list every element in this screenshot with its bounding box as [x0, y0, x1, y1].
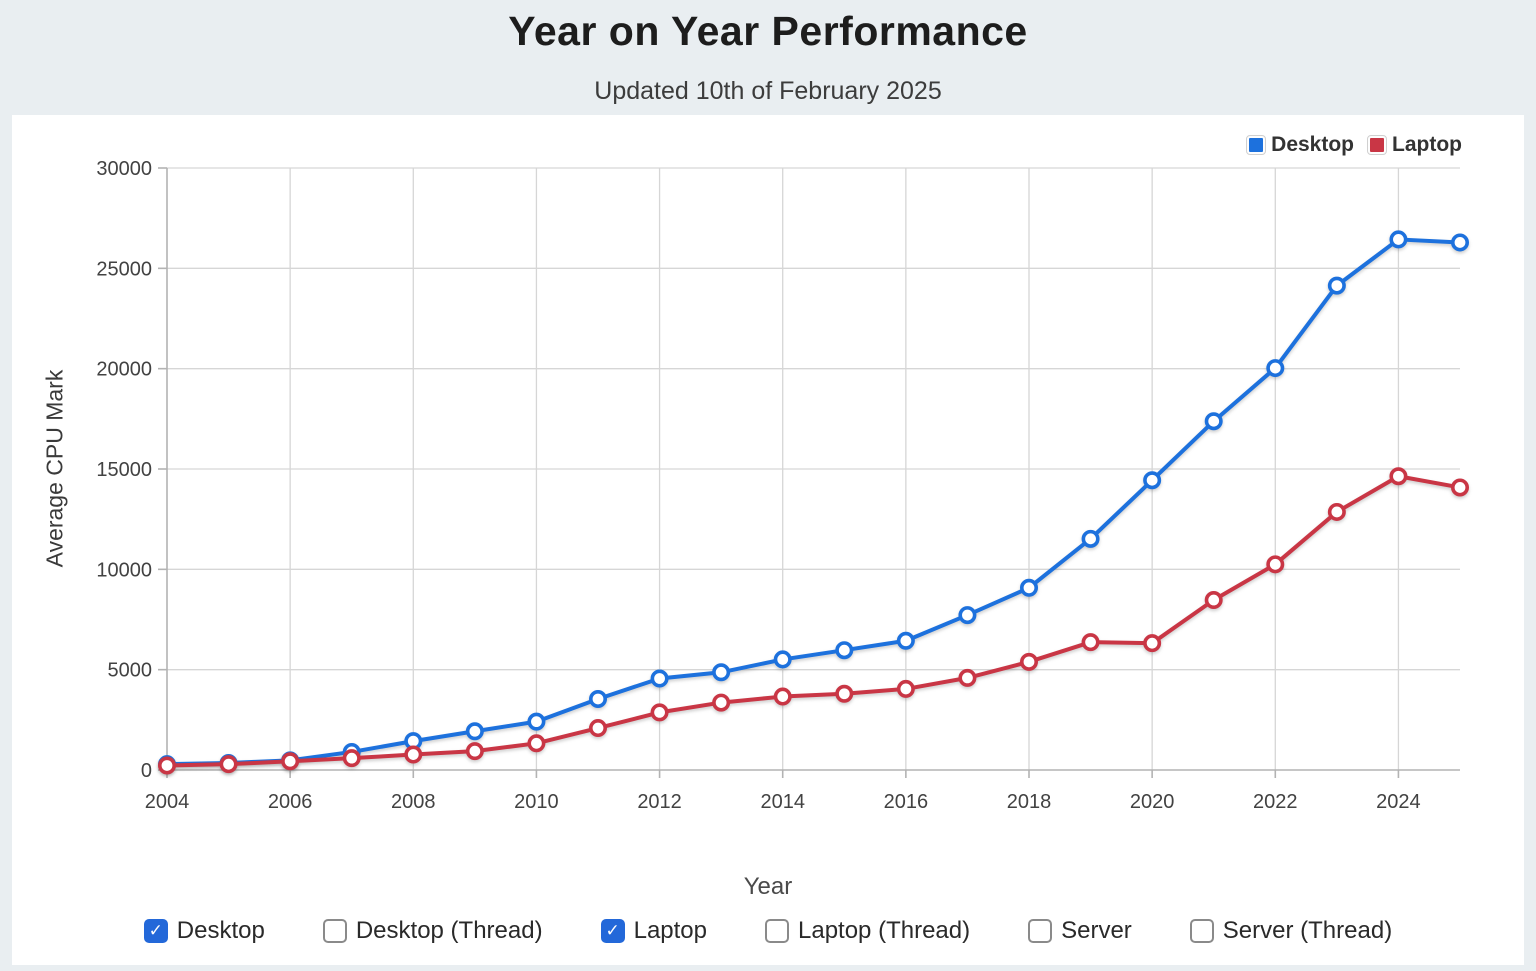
checkbox-item-server-thread[interactable]: ✓ Server (Thread) — [1189, 917, 1393, 945]
laptop-point — [158, 756, 177, 775]
desktop-series — [158, 230, 1470, 774]
laptop-point — [1019, 652, 1038, 671]
laptop-point — [342, 749, 361, 768]
laptop-series — [158, 467, 1470, 775]
desktop-point — [527, 712, 546, 731]
legend-label: Laptop — [1392, 133, 1462, 156]
desktop-point — [1204, 412, 1223, 431]
page-subtitle: Updated 10th of February 2025 — [594, 77, 942, 105]
checkbox-label: Desktop — [176, 917, 265, 944]
laptop-point — [588, 719, 607, 738]
laptop-point — [1081, 633, 1100, 652]
laptop-point — [958, 668, 977, 687]
laptop-point — [1451, 478, 1470, 497]
checkbox-item-desktop[interactable]: ✓ Desktop — [143, 917, 265, 945]
x-tick-label: 2020 — [1130, 791, 1175, 813]
laptop-point — [1266, 555, 1285, 574]
y-tick-label: 15000 — [96, 459, 152, 481]
desktop-point — [1451, 233, 1470, 252]
desktop-point — [835, 641, 854, 660]
series-checkbox-row: ✓ Desktop ✓ Desktop (Thread) ✓ Laptop ✓ Laptop … — [12, 917, 1524, 945]
desktop-point — [1019, 578, 1038, 597]
desktop-point — [1327, 276, 1346, 295]
laptop-point — [1204, 591, 1223, 610]
desktop-point — [712, 663, 731, 682]
legend-item-laptop[interactable]: Laptop — [1367, 133, 1462, 157]
y-tick-label: 20000 — [96, 359, 152, 381]
desktop-point — [1143, 471, 1162, 490]
desktop-point — [588, 689, 607, 708]
checkbox-label: Server — [1061, 917, 1132, 944]
laptop-point — [1327, 502, 1346, 521]
x-tick-label: 2008 — [391, 791, 436, 813]
legend-swatch-desktop — [1246, 135, 1267, 155]
x-tick-label: 2022 — [1253, 791, 1298, 813]
laptop-point — [281, 752, 300, 771]
legend-label: Desktop — [1271, 133, 1355, 156]
y-tick-label: 0 — [141, 760, 152, 782]
x-tick-label: 2010 — [514, 791, 559, 813]
y-tick-label: 10000 — [96, 559, 152, 581]
checkbox-server-thread[interactable]: ✓ — [1189, 919, 1214, 943]
x-tick-label: 2018 — [1007, 791, 1052, 813]
desktop-point — [465, 722, 484, 741]
laptop-line — [165, 474, 1462, 768]
laptop-point — [835, 684, 854, 703]
x-tick-label: 2004 — [145, 791, 190, 813]
checkbox-desktop-thread[interactable]: ✓ — [322, 919, 347, 943]
desktop-point — [1081, 529, 1100, 548]
x-axis-title: Year — [743, 873, 793, 900]
checkbox-desktop[interactable]: ✓ — [143, 919, 168, 943]
legend-swatch-laptop — [1367, 135, 1388, 155]
checkbox-label: Desktop (Thread) — [355, 917, 543, 944]
chart-legend: Desktop Laptop — [1246, 133, 1462, 157]
checkbox-item-laptop[interactable]: ✓ Laptop — [600, 917, 707, 945]
laptop-point — [219, 755, 238, 774]
laptop-point — [773, 687, 792, 706]
x-tick-label: 2016 — [884, 791, 929, 813]
laptop-point — [527, 734, 546, 753]
y-tick-label: 5000 — [108, 660, 153, 682]
desktop-point — [773, 650, 792, 669]
laptop-point — [896, 679, 915, 698]
desktop-point — [1266, 359, 1285, 378]
x-tick-label: 2006 — [268, 791, 313, 813]
laptop-point — [650, 703, 669, 722]
checkbox-item-laptop-thread[interactable]: ✓ Laptop (Thread) — [765, 917, 970, 945]
page-header: Year on Year Performance Updated 10th of… — [0, 0, 1536, 106]
laptop-point — [712, 693, 731, 712]
legend-item-desktop[interactable]: Desktop — [1246, 133, 1355, 157]
desktop-point — [1389, 230, 1408, 249]
y-tick-label: 30000 — [96, 158, 152, 180]
desktop-point — [650, 669, 669, 688]
x-tick-label: 2024 — [1376, 791, 1421, 813]
cpu-mark-line-chart: 0 5000 10000 15000 20000 25000 30000 2004 2006 20… — [96, 158, 1470, 813]
page-title: Year on Year Performance — [508, 8, 1028, 54]
x-tick-label: 2014 — [760, 791, 805, 813]
checkbox-label: Laptop — [633, 917, 707, 944]
chart-panel: Desktop Laptop Average CPU Mark 0 5000 1000… — [12, 115, 1524, 965]
y-tick-label: 25000 — [96, 258, 152, 280]
desktop-line — [165, 237, 1462, 767]
checkbox-server[interactable]: ✓ — [1028, 919, 1053, 943]
checkbox-label: Laptop (Thread) — [798, 917, 971, 944]
checkbox-item-desktop-thread[interactable]: ✓ Desktop (Thread) — [322, 917, 543, 945]
checkbox-item-server[interactable]: ✓ Server — [1028, 917, 1132, 945]
checkbox-label: Server (Thread) — [1222, 917, 1393, 944]
laptop-point — [404, 745, 423, 764]
laptop-point — [465, 742, 484, 761]
laptop-point — [1143, 634, 1162, 653]
desktop-point — [896, 631, 915, 650]
laptop-point — [1389, 467, 1408, 486]
checkbox-laptop-thread[interactable]: ✓ — [765, 919, 789, 943]
desktop-point — [958, 606, 977, 625]
checkbox-laptop[interactable]: ✓ — [600, 919, 625, 943]
x-tick-label: 2012 — [637, 791, 682, 813]
